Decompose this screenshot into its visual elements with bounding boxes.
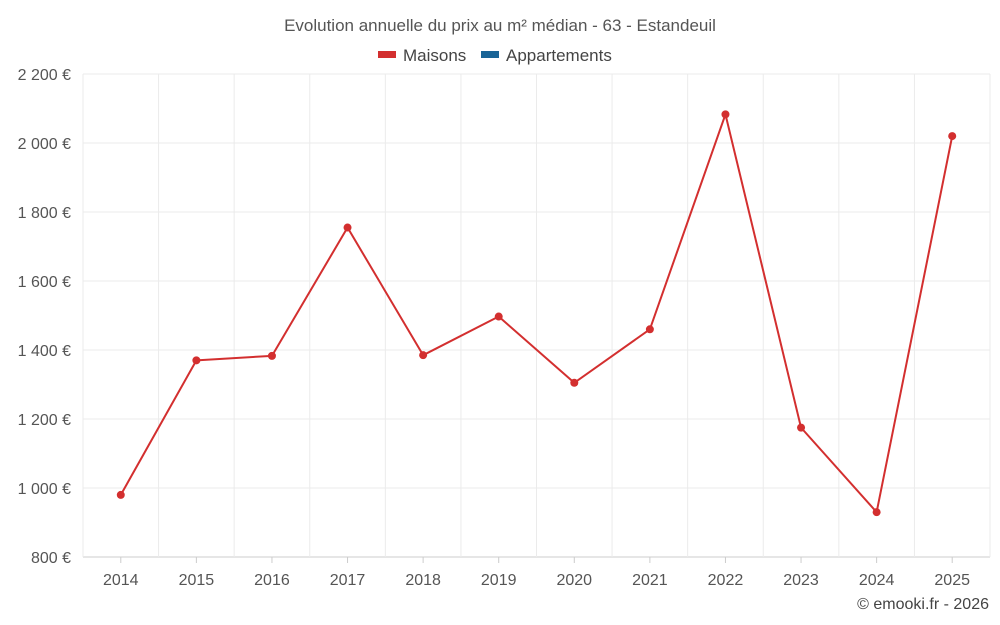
- x-tick-label: 2014: [103, 572, 139, 589]
- legend-swatch-maisons: [378, 51, 396, 58]
- x-tick-label: 2017: [330, 572, 366, 589]
- data-point-maisons-2019[interactable]: [494, 312, 503, 321]
- legend-label-maisons: Maisons: [403, 46, 466, 65]
- legend-item-appartements[interactable]: Appartements: [481, 46, 612, 65]
- y-tick-label: 1 400 €: [18, 343, 71, 360]
- y-tick-label: 2 200 €: [18, 67, 71, 84]
- x-tick-label: 2024: [859, 572, 895, 589]
- data-point-maisons-2014[interactable]: [116, 490, 125, 499]
- y-tick-label: 1 000 €: [18, 481, 71, 498]
- chart-title: Evolution annuelle du prix au m² médian …: [284, 16, 716, 35]
- legend: Maisons Appartements: [378, 46, 612, 65]
- data-point-maisons-2024[interactable]: [872, 508, 881, 517]
- data-point-maisons-2022[interactable]: [721, 110, 730, 119]
- series: [116, 110, 957, 517]
- y-tick-label: 2 000 €: [18, 136, 71, 153]
- data-point-maisons-2018[interactable]: [419, 351, 428, 360]
- legend-swatch-appartements: [481, 51, 499, 58]
- x-tick-label: 2022: [708, 572, 744, 589]
- data-point-maisons-2020[interactable]: [570, 378, 579, 387]
- x-tick-label: 2023: [783, 572, 819, 589]
- x-tick-label: 2015: [179, 572, 215, 589]
- data-point-maisons-2017[interactable]: [343, 223, 352, 232]
- y-tick-label: 800 €: [31, 550, 71, 567]
- data-point-maisons-2025[interactable]: [948, 132, 957, 141]
- x-tick-label: 2021: [632, 572, 668, 589]
- y-tick-label: 1 600 €: [18, 274, 71, 291]
- footer-credit: © emooki.fr - 2026: [857, 596, 989, 613]
- data-point-maisons-2021[interactable]: [645, 325, 654, 334]
- data-point-maisons-2016[interactable]: [267, 351, 276, 360]
- x-tick-label: 2018: [405, 572, 441, 589]
- data-point-maisons-2015[interactable]: [192, 356, 201, 365]
- x-axis: 2014 2015 2016 2017 2018 2019 2020 2021 2022 2023…: [103, 557, 970, 589]
- legend-label-appartements: Appartements: [506, 46, 612, 65]
- x-tick-label: 2019: [481, 572, 517, 589]
- data-point-maisons-2023[interactable]: [797, 423, 806, 432]
- x-tick-label: 2025: [934, 572, 970, 589]
- x-tick-label: 2016: [254, 572, 290, 589]
- legend-item-maisons[interactable]: Maisons: [378, 46, 466, 65]
- y-tick-label: 1 800 €: [18, 205, 71, 222]
- y-tick-label: 1 200 €: [18, 412, 71, 429]
- series-line-maisons: [119, 113, 954, 514]
- y-axis: 800 € 1 000 € 1 200 € 1 400 € 1 600 € 1 800 €…: [18, 67, 71, 567]
- x-tick-label: 2020: [556, 572, 592, 589]
- grid: [82, 73, 991, 558]
